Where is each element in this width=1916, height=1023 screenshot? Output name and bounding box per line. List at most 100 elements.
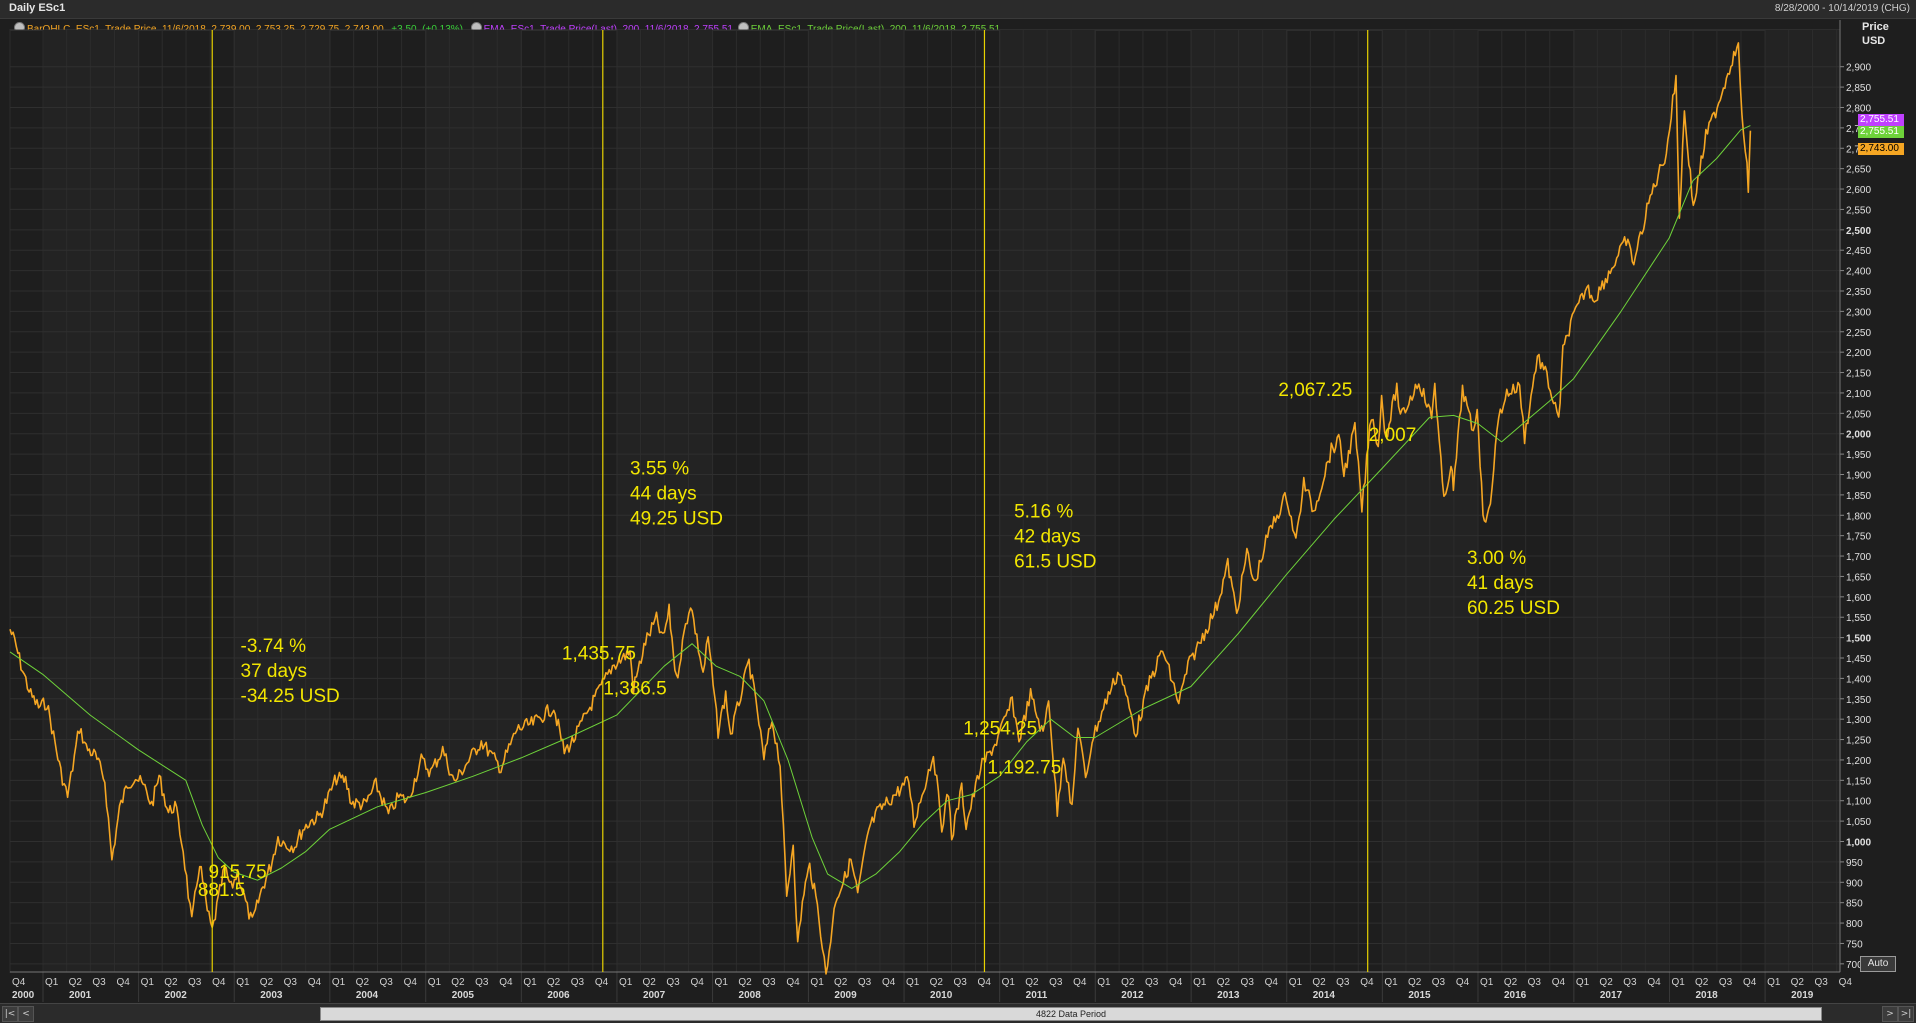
quarter-label: Q1 — [1671, 977, 1685, 988]
year-label: 2005 — [452, 990, 475, 1001]
series-ohlc-line[interactable] — [9, 42, 1752, 975]
chart-title: Daily ESc1 — [9, 2, 66, 14]
quarter-label: Q2 — [834, 977, 848, 988]
annotation-stat: 44 days — [630, 483, 697, 504]
quarter-label: Q1 — [1576, 977, 1590, 988]
annotation-price: 1,254.25 — [963, 719, 1037, 740]
quarter-label: Q3 — [666, 977, 680, 988]
annotation-stat: 49.25 USD — [630, 508, 723, 529]
scroll-last-button[interactable]: >| — [1898, 1006, 1914, 1022]
scroll-first-button[interactable]: |< — [2, 1006, 18, 1022]
y-tick-label: 2,400 — [1846, 267, 1871, 278]
quarter-label: Q2 — [1217, 977, 1231, 988]
quarter-label: Q2 — [1025, 977, 1039, 988]
y-tick-label: 2,150 — [1846, 369, 1871, 380]
quarter-label: Q1 — [1480, 977, 1494, 988]
quarter-label: Q3 — [762, 977, 776, 988]
y-tick-label: 1,300 — [1846, 715, 1871, 726]
y-tick-label: 2,500 — [1846, 226, 1871, 237]
quarter-label: Q1 — [141, 977, 155, 988]
quarter-label: Q4 — [117, 977, 131, 988]
quarter-label: Q3 — [858, 977, 872, 988]
year-label: 2019 — [1791, 990, 1814, 1001]
quarter-label: Q2 — [1121, 977, 1135, 988]
year-label: 2004 — [356, 990, 379, 1001]
quarter-label: Q4 — [308, 977, 322, 988]
quarter-label: Q1 — [523, 977, 537, 988]
series-ema-line[interactable] — [9, 125, 1751, 889]
quarter-label: Q2 — [1791, 977, 1805, 988]
year-label: 2006 — [547, 990, 570, 1001]
quarter-label: Q3 — [1432, 977, 1446, 988]
y-tick-label: 1,400 — [1846, 674, 1871, 685]
quarter-label: Q4 — [1073, 977, 1087, 988]
annotation-stat: -3.74 % — [241, 636, 307, 657]
quarter-label: Q4 — [499, 977, 513, 988]
quarter-label: Q2 — [356, 977, 370, 988]
quarter-label: Q2 — [1695, 977, 1709, 988]
year-label: 2009 — [834, 990, 857, 1001]
quarter-label: Q4 — [1456, 977, 1470, 988]
quarter-label: Q2 — [451, 977, 465, 988]
quarter-label: Q4 — [1360, 977, 1374, 988]
scroll-next-button[interactable]: > — [1882, 1006, 1898, 1022]
y-tick-label: 1,800 — [1846, 511, 1871, 522]
quarter-label: Q3 — [571, 977, 585, 988]
date-range-label[interactable]: 8/28/2000 - 10/14/2019 (CHG) — [1774, 3, 1910, 14]
y-tick-label: 1,050 — [1846, 817, 1871, 828]
y-tick-label: 2,550 — [1846, 205, 1871, 216]
annotation-price: 881.5 — [198, 880, 246, 901]
quarter-label: Q3 — [1814, 977, 1828, 988]
annotation-stat: 61.5 USD — [1014, 551, 1096, 572]
year-label: 2007 — [643, 990, 666, 1001]
annotation-stat: 42 days — [1014, 526, 1081, 547]
y-tick-label: 2,850 — [1846, 83, 1871, 94]
quarter-label: Q4 — [1839, 977, 1853, 988]
y-tick-label: 1,200 — [1846, 756, 1871, 767]
horizontal-scrollbar[interactable]: |< < 4822 Data Period > >| — [0, 1003, 1916, 1023]
y-tick-label: 2,300 — [1846, 307, 1871, 318]
quarter-label: Q3 — [188, 977, 202, 988]
quarter-label: Q2 — [738, 977, 752, 988]
price-tag-last: 2,743.00 — [1858, 142, 1904, 155]
year-label: 2000 — [12, 990, 35, 1001]
year-label: 2012 — [1121, 990, 1144, 1001]
quarter-label: Q1 — [45, 977, 59, 988]
annotation-stat: 60.25 USD — [1467, 598, 1560, 619]
y-tick-label: 2,200 — [1846, 348, 1871, 359]
price-tag-ema-purple: 2,755.51 — [1858, 113, 1904, 126]
quarter-label: Q3 — [284, 977, 298, 988]
y-tick-label: 1,150 — [1846, 776, 1871, 787]
quarter-label: Q1 — [715, 977, 729, 988]
y-tick-label: 750 — [1846, 939, 1863, 950]
quarter-label: Q1 — [1767, 977, 1781, 988]
year-label: 2018 — [1695, 990, 1718, 1001]
year-band — [1765, 30, 1840, 972]
y-tick-label: 1,350 — [1846, 695, 1871, 706]
scroll-thumb[interactable]: 4822 Data Period — [320, 1007, 1822, 1021]
y-tick-label: 850 — [1846, 899, 1863, 910]
quarter-label: Q1 — [1193, 977, 1207, 988]
y-tick-label: 2,050 — [1846, 409, 1871, 420]
y-tick-label: 2,250 — [1846, 328, 1871, 339]
quarter-label: Q4 — [1647, 977, 1661, 988]
quarter-label: Q1 — [428, 977, 442, 988]
year-label: 2017 — [1600, 990, 1623, 1001]
quarter-label: Q4 — [212, 977, 226, 988]
y-tick-label: 1,850 — [1846, 491, 1871, 502]
year-label: 2001 — [69, 990, 92, 1001]
year-label: 2013 — [1217, 990, 1240, 1001]
auto-scale-button[interactable]: Auto — [1860, 956, 1896, 972]
scroll-prev-button[interactable]: < — [18, 1006, 34, 1022]
annotation-price: 1,386.5 — [603, 679, 666, 700]
price-tag-ema-green: 2,755.51 — [1858, 125, 1904, 138]
quarter-label: Q3 — [1049, 977, 1063, 988]
title-bar: Daily ESc1 8/28/2000 - 10/14/2019 (CHG) — [0, 0, 1916, 19]
annotation-price: 2,067.25 — [1278, 380, 1352, 401]
quarter-label: Q2 — [1504, 977, 1518, 988]
y-tick-label: 1,100 — [1846, 797, 1871, 808]
annotation-price: 1,192.75 — [987, 757, 1061, 778]
quarter-label: Q1 — [1384, 977, 1398, 988]
